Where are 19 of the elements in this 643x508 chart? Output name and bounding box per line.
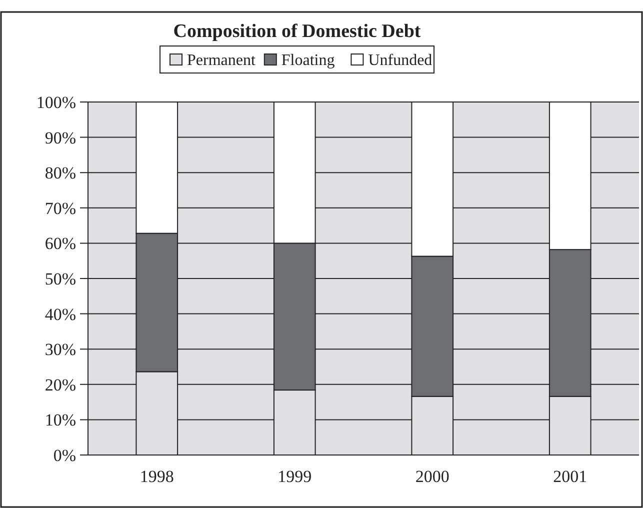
y-tick-label: 60% xyxy=(44,234,76,254)
x-tick-label: 2001 xyxy=(553,467,588,486)
y-tick-label: 10% xyxy=(44,410,76,430)
y-tick-label: 40% xyxy=(44,304,76,324)
x-tick-label: 1998 xyxy=(140,467,174,486)
y-tick-label: 100% xyxy=(36,92,76,112)
legend-label: Unfunded xyxy=(368,52,432,69)
x-tick-label: 2000 xyxy=(415,467,450,486)
y-tick-label: 90% xyxy=(44,128,76,148)
y-tick-label: 30% xyxy=(44,340,76,360)
y-tick-label: 0% xyxy=(53,446,76,465)
y-tick-label: 50% xyxy=(44,269,76,288)
x-tick-label: 1999 xyxy=(278,467,312,486)
legend-label: Permanent xyxy=(187,52,256,69)
legend-label: Floating xyxy=(281,52,335,69)
y-tick-label: 80% xyxy=(44,164,76,183)
y-tick-label: 70% xyxy=(44,198,76,218)
chart-title: Composition of Domestic Debt xyxy=(173,21,422,42)
y-tick-label: 20% xyxy=(44,375,76,394)
